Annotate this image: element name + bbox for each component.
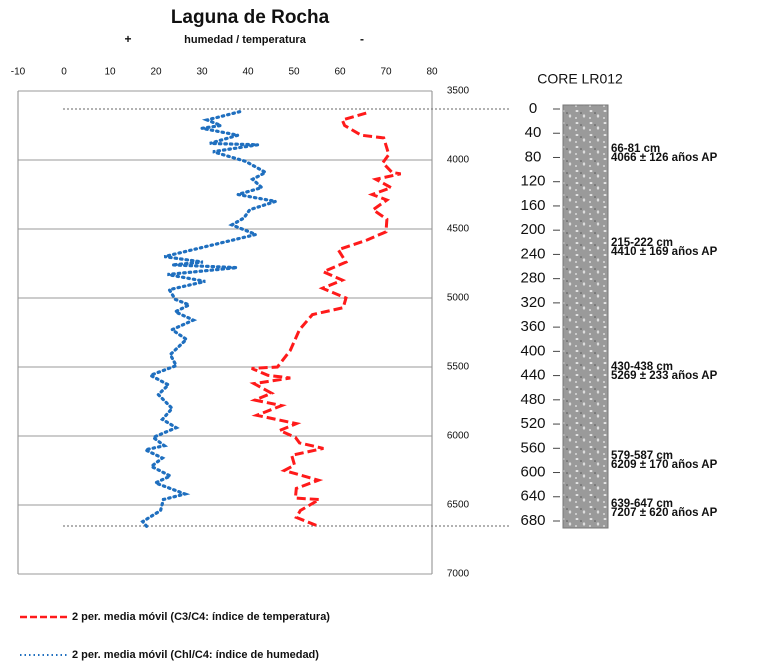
y-tick-label: 3500 xyxy=(447,86,470,97)
depth-tick-label: 320 xyxy=(520,294,545,311)
depth-tick-label: 120 xyxy=(520,173,545,190)
depth-tick-label: 0 xyxy=(529,100,537,117)
x-tick-label: 0 xyxy=(61,67,67,78)
y-tick-label: 5000 xyxy=(447,293,470,304)
core-image xyxy=(563,105,608,528)
x-tick-label: 60 xyxy=(334,67,346,78)
depth-tick-label: 400 xyxy=(520,342,545,359)
depth-tick-label: 440 xyxy=(520,367,545,384)
subtitle: humedad / temperatura xyxy=(184,34,307,46)
chart-title: Laguna de Rocha xyxy=(171,7,330,28)
depth-tick-label: 200 xyxy=(520,221,545,238)
depth-tick-label: 680 xyxy=(520,512,545,529)
depth-tick-label: 40 xyxy=(525,124,542,141)
y-tick-label: 5500 xyxy=(447,362,470,373)
x-tick-label: 50 xyxy=(288,67,300,78)
core-title: CORE LR012 xyxy=(537,71,623,87)
y-tick-label: 4000 xyxy=(447,155,470,166)
y-tick-label: 7000 xyxy=(447,569,470,580)
x-tick-label: 30 xyxy=(196,67,208,78)
y-tick-label: 6500 xyxy=(447,500,470,511)
depth-tick-label: 520 xyxy=(520,415,545,432)
x-tick-label: -10 xyxy=(11,67,26,78)
y-tick-label: 4500 xyxy=(447,224,470,235)
chart: Laguna de Rocha + humedad / temperatura … xyxy=(0,0,763,663)
x-tick-label: 20 xyxy=(150,67,162,78)
x-tick-label: 80 xyxy=(426,67,438,78)
subtitle-minus: - xyxy=(360,32,364,46)
legend-label: 2 per. media móvil (C3/C4: índice de tem… xyxy=(72,611,330,623)
annotation-date: 4410 ± 169 años AP xyxy=(611,246,718,258)
depth-tick-label: 560 xyxy=(520,439,545,456)
depth-tick-label: 600 xyxy=(520,463,545,480)
x-tick-label: 70 xyxy=(380,67,392,78)
legend-label: 2 per. media móvil (Chl/C4: índice de hu… xyxy=(72,649,319,661)
subtitle-plus: + xyxy=(124,32,131,46)
depth-tick-label: 160 xyxy=(520,197,545,214)
depth-tick-label: 80 xyxy=(525,148,542,165)
x-tick-label: 10 xyxy=(104,67,116,78)
depth-tick-label: 360 xyxy=(520,318,545,335)
depth-tick-label: 280 xyxy=(520,270,545,287)
annotation-date: 7207 ± 620 años AP xyxy=(611,507,718,519)
y-tick-label: 6000 xyxy=(447,431,470,442)
depth-tick-label: 480 xyxy=(520,391,545,408)
annotation-date: 6209 ± 170 años AP xyxy=(611,459,718,471)
x-tick-label: 40 xyxy=(242,67,254,78)
annotation-date: 4066 ± 126 años AP xyxy=(611,152,718,164)
depth-tick-label: 640 xyxy=(520,488,545,505)
annotation-date: 5269 ± 233 años AP xyxy=(611,370,718,382)
depth-tick-label: 240 xyxy=(520,245,545,262)
series-line xyxy=(143,112,276,527)
series-line xyxy=(252,113,401,526)
